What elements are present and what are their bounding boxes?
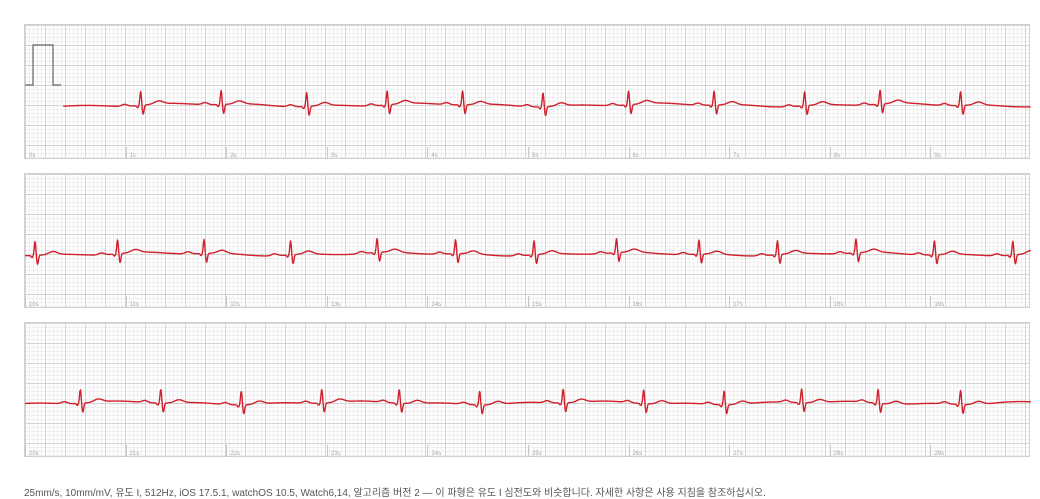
time-tick-label: 18s	[829, 296, 843, 308]
time-tick-label: 16s	[628, 296, 642, 308]
time-tick-label: 10s	[25, 296, 39, 308]
time-tick-label: 2s	[226, 147, 237, 159]
time-tick-label: 27s	[729, 445, 743, 457]
time-tick-label: 21s	[125, 445, 139, 457]
ecg-waveform	[63, 89, 1031, 117]
time-tick-label: 4s	[427, 147, 438, 159]
time-tick-label: 20s	[25, 445, 39, 457]
calibration-pulse	[25, 44, 61, 86]
time-tick-label: 26s	[628, 445, 642, 457]
ecg-strip-2: 10s 11s 12s 13s 14s 15s 16s 17s 18s 19s	[24, 173, 1031, 308]
ecg-waveform	[25, 388, 1031, 415]
ecg-trace-3	[25, 388, 1031, 415]
ecg-trace-2	[25, 237, 1031, 265]
time-tick-label: 19s	[930, 296, 944, 308]
time-tick-label: 24s	[427, 445, 441, 457]
time-tick-label: 23s	[326, 445, 340, 457]
time-tick-label: 11s	[125, 296, 139, 308]
time-tick-label: 25s	[528, 445, 542, 457]
time-tick-label: 1s	[125, 147, 136, 159]
time-tick-label: 28s	[829, 445, 843, 457]
time-tick-label: 12s	[226, 296, 240, 308]
ecg-waveform	[25, 237, 1031, 265]
time-tick-label: 14s	[427, 296, 441, 308]
time-tick-label: 17s	[729, 296, 743, 308]
ecg-info-footer: 25mm/s, 10mm/mV, 유도 I, 512Hz, iOS 17.5.1…	[24, 488, 766, 499]
time-tick-label: 29s	[930, 445, 944, 457]
time-tick-label: 6s	[628, 147, 639, 159]
time-tick-label: 3s	[326, 147, 337, 159]
ecg-trace-1	[25, 44, 1031, 117]
time-tick-label: 7s	[729, 147, 740, 159]
time-tick-label: 8s	[829, 147, 840, 159]
ecg-strip-3: 20s 21s 22s 23s 24s 25s 26s 27s 28s 29s	[24, 322, 1031, 457]
time-tick-label: 0s	[25, 147, 35, 159]
time-tick-label: 22s	[226, 445, 240, 457]
time-tick-label: 13s	[326, 296, 340, 308]
time-tick-label: 15s	[528, 296, 542, 308]
time-tick-label: 9s	[930, 147, 941, 159]
time-tick-label: 5s	[528, 147, 538, 159]
ecg-strip-1: 0s 1s 2s 3s 4s 5s 6s 7s 8s 9s	[24, 24, 1031, 159]
